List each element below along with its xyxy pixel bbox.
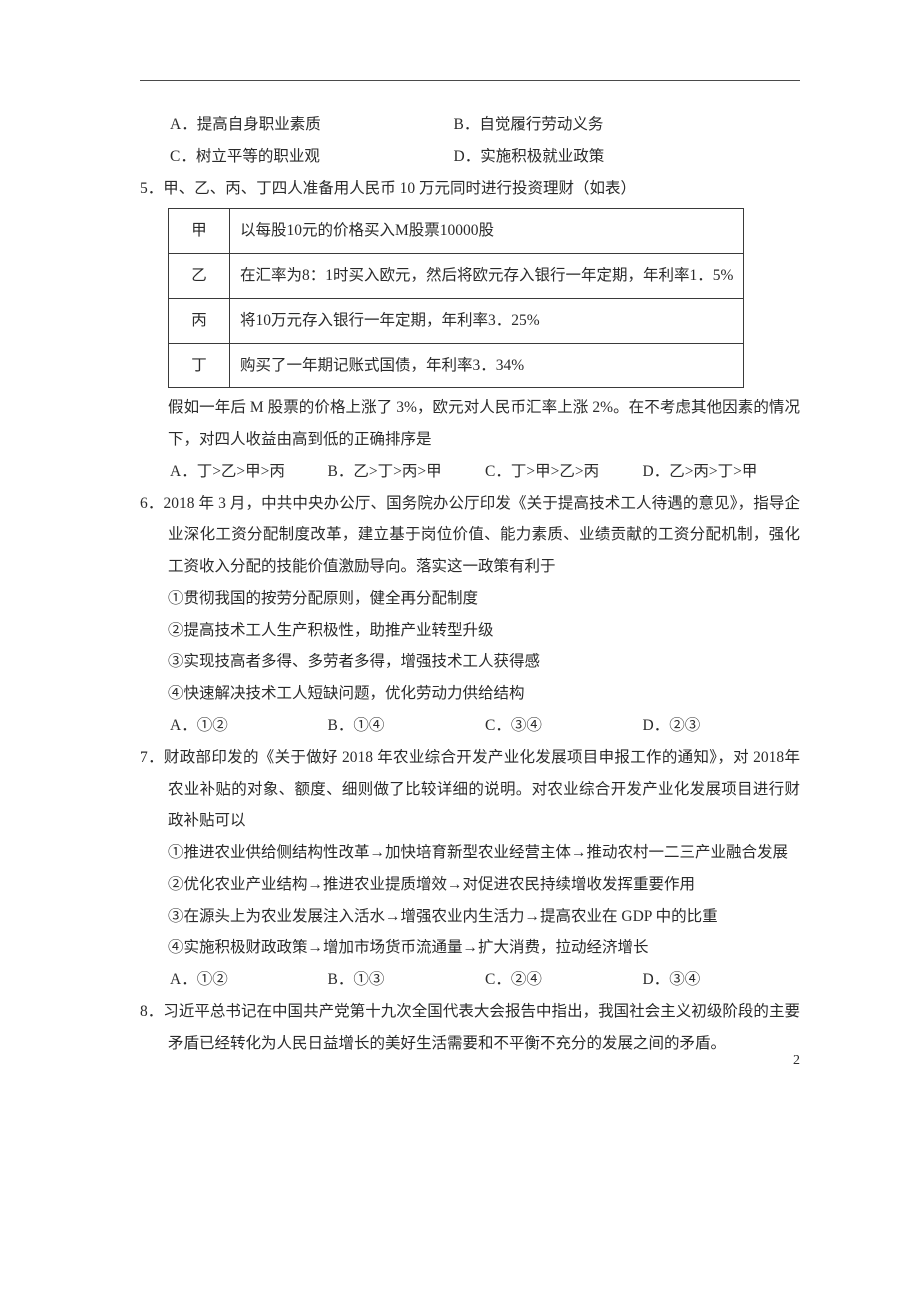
option-b: B．自觉履行劳动义务	[454, 109, 738, 141]
q7-options: A．①② B．①③ C．②④ D．③④	[140, 964, 800, 996]
q6-item-3: ③实现技高者多得、多劳者多得，增强技术工人获得感	[140, 646, 800, 678]
option-d: D．③④	[643, 964, 801, 996]
q6-item-2: ②提高技术工人生产积极性，助推产业转型升级	[140, 615, 800, 647]
option-a: A．提高自身职业素质	[170, 109, 454, 141]
option-b: B．①④	[328, 710, 486, 742]
option-b: B．①③	[328, 964, 486, 996]
table-row: 甲 以每股10元的价格买入M股票10000股	[169, 209, 744, 254]
q7-item-3: ③在源头上为农业发展注入活水→增强农业内生活力→提高农业在 GDP 中的比重	[140, 901, 800, 933]
option-c: C．③④	[485, 710, 643, 742]
exam-page: A．提高自身职业素质 B．自觉履行劳动义务 C．树立平等的职业观 D．实施积极就…	[0, 0, 920, 1099]
option-c: C．树立平等的职业观	[170, 141, 454, 173]
q5-table: 甲 以每股10元的价格买入M股票10000股 乙 在汇率为8：1时买入欧元，然后…	[168, 208, 744, 388]
header-rule	[140, 80, 800, 81]
option-d: D．乙>丙>丁>甲	[643, 456, 801, 488]
q8-stem: 8．习近平总书记在中国共产党第十九次全国代表大会报告中指出，我国社会主义初级阶段…	[140, 996, 800, 1060]
q6-item-1: ①贯彻我国的按劳分配原则，健全再分配制度	[140, 583, 800, 615]
option-c: C．丁>甲>乙>丙	[485, 456, 643, 488]
q5-row-text: 以每股10元的价格买入M股票10000股	[230, 209, 744, 254]
q7-item-4: ④实施积极财政政策→增加市场货币流通量→扩大消费，拉动经济增长	[140, 932, 800, 964]
page-number: 2	[793, 1047, 800, 1076]
q5-row-label: 甲	[169, 209, 230, 254]
option-a: A．①②	[170, 710, 328, 742]
option-d: D．②③	[643, 710, 801, 742]
q6-stem: 6．2018 年 3 月，中共中央办公厅、国务院办公厅印发《关于提高技术工人待遇…	[140, 488, 800, 583]
table-row: 丙 将10万元存入银行一年定期，年利率3．25%	[169, 298, 744, 343]
q5-row-text: 购买了一年期记账式国债，年利率3．34%	[230, 343, 744, 388]
table-row: 丁 购买了一年期记账式国债，年利率3．34%	[169, 343, 744, 388]
q6-options: A．①② B．①④ C．③④ D．②③	[140, 710, 800, 742]
option-b: B．乙>丁>丙>甲	[328, 456, 486, 488]
q5-row-text: 将10万元存入银行一年定期，年利率3．25%	[230, 298, 744, 343]
option-a: A．①②	[170, 964, 328, 996]
q7-item-1: ①推进农业供给侧结构性改革→加快培育新型农业经营主体→推动农村一二三产业融合发展	[140, 837, 800, 869]
prev-question-options-row1: A．提高自身职业素质 B．自觉履行劳动义务	[140, 109, 800, 141]
q5-row-text: 在汇率为8：1时买入欧元，然后将欧元存入银行一年定期，年利率1．5%	[230, 254, 744, 299]
q7-item-2: ②优化农业产业结构→推进农业提质增效→对促进农民持续增收发挥重要作用	[140, 869, 800, 901]
q6-item-4: ④快速解决技术工人短缺问题，优化劳动力供给结构	[140, 678, 800, 710]
q5-row-label: 丙	[169, 298, 230, 343]
option-d: D．实施积极就业政策	[454, 141, 738, 173]
table-row: 乙 在汇率为8：1时买入欧元，然后将欧元存入银行一年定期，年利率1．5%	[169, 254, 744, 299]
option-a: A．丁>乙>甲>丙	[170, 456, 328, 488]
q5-stem: 5．甲、乙、丙、丁四人准备用人民币 10 万元同时进行投资理财（如表）	[140, 173, 800, 205]
option-c: C．②④	[485, 964, 643, 996]
q5-row-label: 丁	[169, 343, 230, 388]
q5-after-table: 假如一年后 M 股票的价格上涨了 3%，欧元对人民币汇率上涨 2%。在不考虑其他…	[140, 392, 800, 456]
prev-question-options-row2: C．树立平等的职业观 D．实施积极就业政策	[140, 141, 800, 173]
q5-options: A．丁>乙>甲>丙 B．乙>丁>丙>甲 C．丁>甲>乙>丙 D．乙>丙>丁>甲	[140, 456, 800, 488]
q5-row-label: 乙	[169, 254, 230, 299]
q7-stem: 7．财政部印发的《关于做好 2018 年农业综合开发产业化发展项目申报工作的通知…	[140, 742, 800, 837]
